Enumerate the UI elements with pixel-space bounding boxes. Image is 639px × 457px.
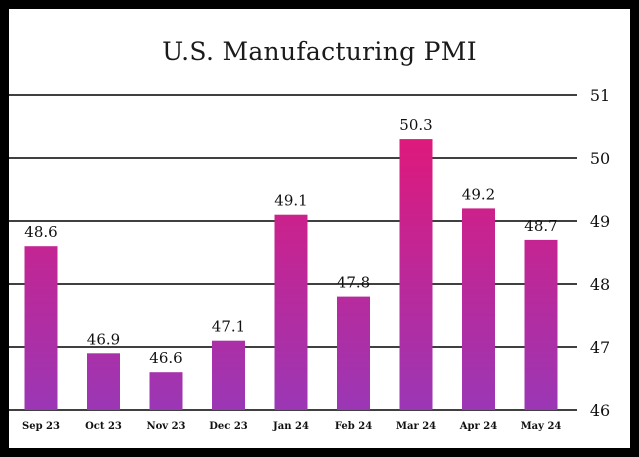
y-tick-label: 48 [590, 275, 610, 294]
bar [462, 208, 495, 410]
x-tick-label: May 24 [521, 421, 562, 432]
data-labels: 48.6 46.9 46.6 47.1 49.1 47.8 50.3 49.2 48.7 [24, 116, 557, 367]
x-tick-label: Jan 24 [272, 421, 309, 432]
y-tick-label: 49 [590, 212, 610, 231]
chart-frame: U.S. Manufacturing PMI 48.6 46.9 46.6 47.1 4… [9, 9, 630, 448]
y-axis-ticks: 46 47 48 49 50 51 [590, 86, 610, 420]
data-label: 46.9 [87, 330, 120, 348]
data-label: 47.1 [212, 318, 245, 336]
y-tick-label: 50 [590, 149, 610, 168]
bar [24, 246, 58, 410]
x-tick-label: Oct 23 [85, 421, 122, 432]
x-axis-ticks: Sep 23 Oct 23 Nov 23 Dec 23 Jan 24 Feb 24 Mar … [22, 421, 561, 432]
data-label: 46.6 [149, 349, 182, 367]
bar [524, 239, 558, 410]
bar [274, 214, 308, 410]
x-tick-label: Sep 23 [22, 421, 60, 432]
bar-chart: 48.646.946.647.149.147.850.349.248.7 464… [9, 86, 610, 432]
y-tick-label: 46 [590, 401, 610, 420]
bar [337, 296, 370, 410]
x-tick-label: Feb 24 [335, 421, 372, 432]
y-tick-label: 51 [590, 86, 610, 105]
x-tick-label: Dec 23 [209, 421, 248, 432]
bar [149, 372, 183, 410]
bar [399, 139, 433, 410]
data-label: 47.8 [337, 274, 370, 292]
x-tick-label: Apr 24 [459, 421, 497, 432]
bars [24, 139, 558, 410]
bar [212, 340, 245, 410]
data-label: 49.2 [462, 185, 495, 203]
bar [87, 353, 120, 410]
x-tick-label: Mar 24 [396, 421, 436, 432]
data-label: 48.6 [24, 223, 57, 241]
data-label: 49.1 [274, 192, 307, 210]
chart-title: U.S. Manufacturing PMI [162, 37, 477, 66]
data-label: 50.3 [399, 116, 432, 134]
x-tick-label: Nov 23 [146, 421, 185, 432]
y-tick-label: 47 [590, 338, 610, 357]
data-label: 48.7 [524, 217, 557, 235]
